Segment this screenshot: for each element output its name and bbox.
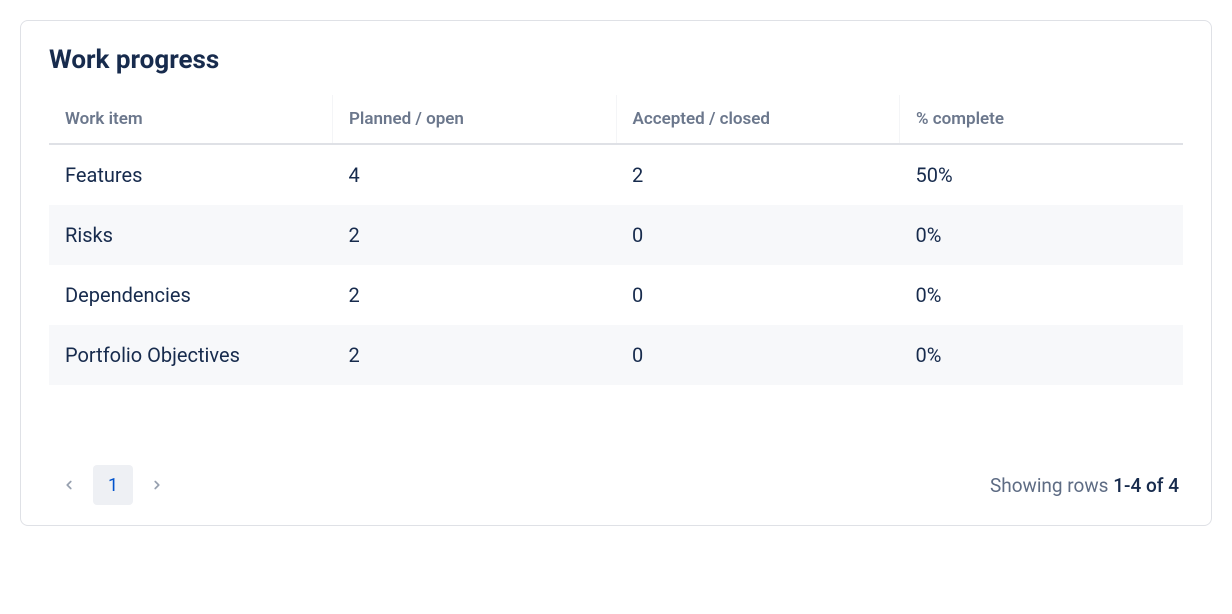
panel-title: Work progress xyxy=(49,45,1183,75)
cell-planned: 2 xyxy=(333,325,617,385)
work-progress-panel: Work progress Work item Planned / open A… xyxy=(20,20,1212,526)
table-footer: 1 Showing rows 1-4 of 4 xyxy=(49,465,1183,505)
table-row: Dependencies 2 0 0% xyxy=(49,265,1183,325)
cell-complete: 0% xyxy=(900,205,1184,265)
cell-accepted: 0 xyxy=(616,205,900,265)
cell-complete: 0% xyxy=(900,265,1184,325)
chevron-right-icon xyxy=(150,478,164,492)
column-header-accepted-closed[interactable]: Accepted / closed xyxy=(616,95,900,144)
prev-page-button[interactable] xyxy=(53,469,85,501)
cell-accepted: 2 xyxy=(616,144,900,205)
cell-work-item: Dependencies xyxy=(49,265,333,325)
cell-planned: 2 xyxy=(333,265,617,325)
cell-work-item: Risks xyxy=(49,205,333,265)
cell-planned: 2 xyxy=(333,205,617,265)
next-page-button[interactable] xyxy=(141,469,173,501)
cell-planned: 4 xyxy=(333,144,617,205)
pagination: 1 xyxy=(53,465,173,505)
column-header-work-item[interactable]: Work item xyxy=(49,95,333,144)
cell-work-item: Portfolio Objectives xyxy=(49,325,333,385)
table-row: Risks 2 0 0% xyxy=(49,205,1183,265)
table-header-row: Work item Planned / open Accepted / clos… xyxy=(49,95,1183,144)
chevron-left-icon xyxy=(62,478,76,492)
table-row: Portfolio Objectives 2 0 0% xyxy=(49,325,1183,385)
column-header-percent-complete[interactable]: % complete xyxy=(900,95,1184,144)
rows-info: Showing rows 1-4 of 4 xyxy=(990,474,1179,497)
work-progress-table: Work item Planned / open Accepted / clos… xyxy=(49,95,1183,385)
cell-accepted: 0 xyxy=(616,325,900,385)
cell-complete: 0% xyxy=(900,325,1184,385)
rows-info-prefix: Showing rows xyxy=(990,474,1113,497)
cell-work-item: Features xyxy=(49,144,333,205)
column-header-planned-open[interactable]: Planned / open xyxy=(333,95,617,144)
table-row: Features 4 2 50% xyxy=(49,144,1183,205)
page-number-current[interactable]: 1 xyxy=(93,465,133,505)
rows-info-range: 1-4 of 4 xyxy=(1113,474,1179,497)
cell-complete: 50% xyxy=(900,144,1184,205)
cell-accepted: 0 xyxy=(616,265,900,325)
